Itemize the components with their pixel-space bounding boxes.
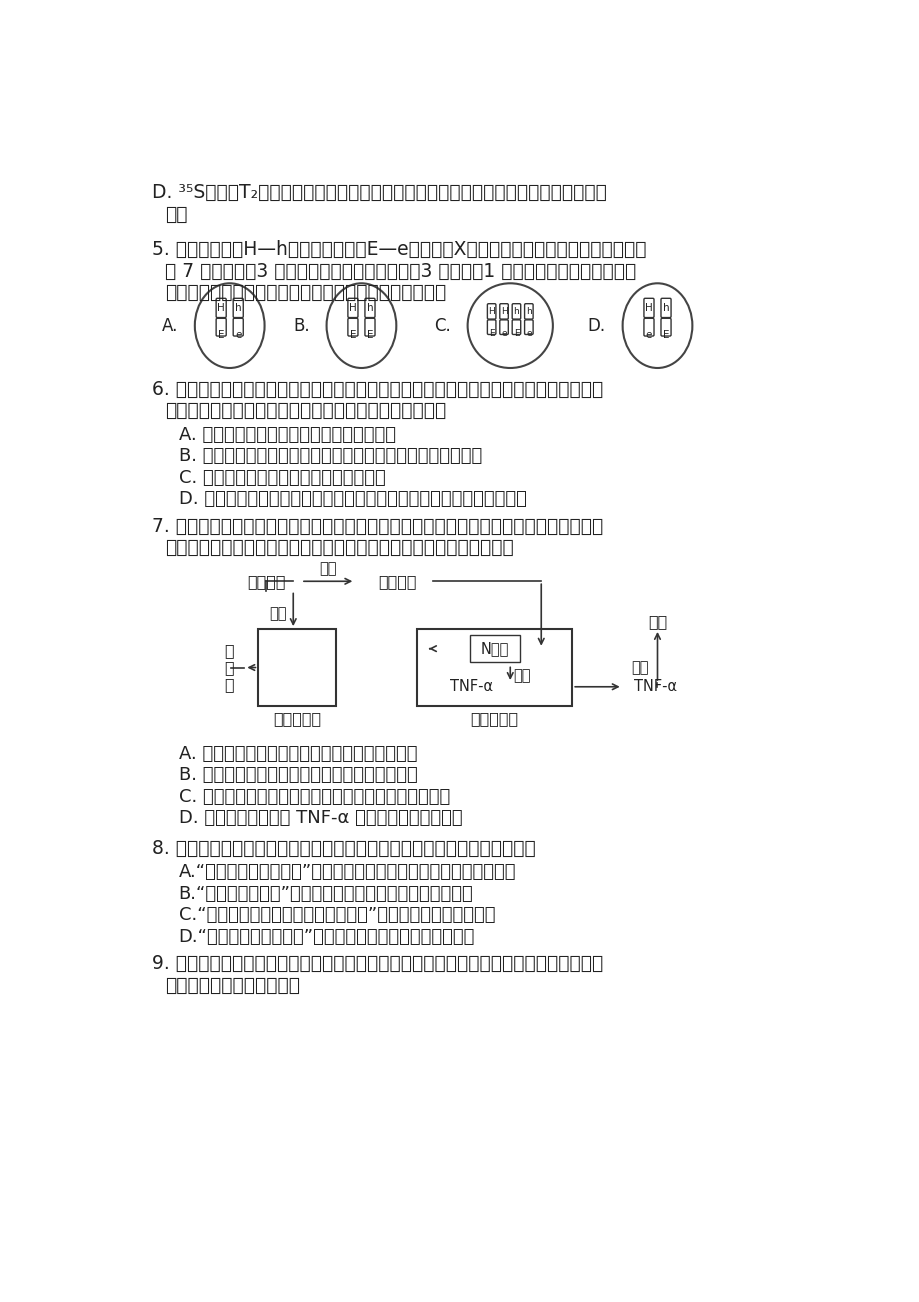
Text: H: H — [348, 303, 357, 312]
Text: B.“菜花黄，蜂闹房”体现消费者对农作物传粉具有重要作用: B.“菜花黄，蜂闹房”体现消费者对农作物传粉具有重要作用 — [178, 884, 472, 902]
Text: h: h — [526, 307, 531, 316]
Text: H: H — [500, 307, 507, 316]
Text: h: h — [513, 307, 518, 316]
Text: 下列说法正确的是（　　）: 下列说法正确的是（ ） — [165, 975, 300, 995]
Text: 迷走神经: 迷走神经 — [246, 574, 285, 589]
Text: H: H — [217, 303, 225, 312]
Text: 症状，破坏内环境稳态。下列有关叙述正确的是（　　）: 症状，破坏内环境稳态。下列有关叙述正确的是（ ） — [165, 401, 446, 421]
Text: 图所代表的细胞中，最有可能来自孩子母亲的是（　　）: 图所代表的细胞中，最有可能来自孩子母亲的是（ ） — [165, 284, 446, 302]
Text: A.“树林阴糍，鸣声上下”描述了森林生态系统中动物的垂直分层结构: A.“树林阴糍，鸣声上下”描述了森林生态系统中动物的垂直分层结构 — [178, 863, 516, 881]
Text: e: e — [234, 329, 241, 340]
Text: 消
化
液: 消 化 液 — [224, 643, 233, 693]
Text: 7. 迷走神经是与脑干相连的脑神经，对胃肠踠动和消化腺的分泌活动起促进作用，还可通: 7. 迷走神经是与脑干相连的脑神经，对胃肠踠动和消化腺的分泌活动起促进作用，还可… — [152, 517, 603, 535]
Text: e: e — [526, 329, 531, 337]
Text: E: E — [662, 329, 668, 340]
Text: 肠巨噬细胞: 肠巨噬细胞 — [471, 711, 518, 725]
Text: D. ³⁵S标记的T₂噬菌体侵染细菌实验中，保温时间过长对放射性检测结果不会产生明显: D. ³⁵S标记的T₂噬菌体侵染细菌实验中，保温时间过长对放射性检测结果不会产生… — [152, 184, 607, 202]
Text: H: H — [644, 303, 652, 312]
Text: A. 霍乱弧菌可以刺激浆细胞合成并分泌抗体: A. 霍乱弧菌可以刺激浆细胞合成并分泌抗体 — [178, 426, 395, 444]
Text: B. 迷走神经中促进胃肠踠动的神经属于交感神经: B. 迷走神经中促进胃肠踠动的神经属于交感神经 — [178, 766, 417, 784]
Text: D. 可通过检测体液中 TNF-α 的浓度来评估炎症程度: D. 可通过检测体液中 TNF-α 的浓度来评估炎症程度 — [178, 810, 461, 827]
Text: 促进: 促进 — [631, 660, 649, 674]
Text: 6. 霍乱是一种由霍乱弧菌引起的烈性肠道传染病，患者常出现呢吐、腹泗、脉水、高烧等: 6. 霍乱是一种由霍乱弧菌引起的烈性肠道传染病，患者常出现呢吐、腹泗、脉水、高烧… — [152, 380, 603, 398]
Text: C.“无可奈何花落去，似曾相识燕归来”描述了群落的季节性变化: C.“无可奈何花落去，似曾相识燕归来”描述了群落的季节性变化 — [178, 906, 494, 924]
Text: B.: B. — [292, 316, 309, 335]
Text: D.: D. — [587, 316, 605, 335]
Text: C. 霍乱弧菌不会引起人体的非特异性免疫: C. 霍乱弧菌不会引起人体的非特异性免疫 — [178, 469, 385, 487]
Text: C.: C. — [434, 316, 450, 335]
Text: E: E — [367, 329, 373, 340]
Text: 5. 人类血友病（H—h）和红绿色盲（E—e）都是伴X染色体隐性遗传病，若一对夫妇生育: 5. 人类血友病（H—h）和红绿色盲（E—e）都是伴X染色体隐性遗传病，若一对夫… — [152, 240, 646, 259]
Text: 乙酰胆碱: 乙酰胆碱 — [379, 574, 416, 589]
Text: H: H — [488, 307, 494, 316]
Text: e: e — [501, 329, 506, 337]
Text: 影响: 影响 — [165, 204, 187, 224]
Text: E: E — [349, 329, 356, 340]
Text: 9. 如图为某河流生态系统受到生活污水（含大量有机物）轻度污染后的净化作用示意图。: 9. 如图为某河流生态系统受到生活污水（含大量有机物）轻度污染后的净化作用示意图… — [152, 954, 603, 973]
Text: TNF-α: TNF-α — [449, 680, 493, 694]
Text: h: h — [662, 303, 669, 312]
Text: 促进: 促进 — [268, 607, 286, 621]
Text: 胃腺、肠腺: 胃腺、肠腺 — [273, 711, 321, 725]
Text: E: E — [218, 329, 224, 340]
Text: B. 内环境稳态就是指其中的各种化学成分处于相对稳定的状态: B. 内环境稳态就是指其中的各种化学成分处于相对稳定的状态 — [178, 448, 482, 465]
Text: A.: A. — [161, 316, 177, 335]
Text: C. 乙酶胆碱与受体结合可能改变细胞膜对离子的通透性: C. 乙酶胆碱与受体结合可能改变细胞膜对离子的通透性 — [178, 788, 449, 806]
Text: 过一系列过程产生抗炎效应，如下图所示。下列说法错误的是（　　）: 过一系列过程产生抗炎效应，如下图所示。下列说法错误的是（ ） — [165, 538, 514, 557]
Text: 炎症: 炎症 — [647, 613, 666, 629]
Text: E: E — [513, 329, 518, 337]
Text: TNF-α: TNF-α — [633, 680, 676, 694]
Text: N受体: N受体 — [480, 641, 508, 656]
Text: 抑制: 抑制 — [513, 668, 530, 684]
Text: e: e — [645, 329, 652, 340]
Text: D.“螺蛀有子，蟞崴负之”体现了生物之间存在互利共生关系: D.“螺蛀有子，蟞崴负之”体现了生物之间存在互利共生关系 — [178, 928, 474, 945]
Text: h: h — [367, 303, 373, 312]
Text: 释放: 释放 — [319, 561, 336, 577]
Text: A. 脑干中有调节呼吸和心脏功能的基本活动中枢: A. 脑干中有调节呼吸和心脏功能的基本活动中枢 — [178, 745, 416, 763]
Text: 8. 下列各项是古诗文及其所描述的生物学知识，其中对应错误的是（　　）: 8. 下列各项是古诗文及其所描述的生物学知识，其中对应错误的是（ ） — [152, 838, 536, 858]
Text: h: h — [234, 303, 242, 312]
Text: D. 若患者出现呢吐、腹泗、脉水的症状，可静脉注射生理盐水缓解症状: D. 若患者出现呢吐、腹泗、脉水的症状，可静脉注射生理盐水缓解症状 — [178, 491, 526, 508]
Text: 的 7 个儿子中，3 个同时患血友病和红绿色盲，3 个正常，1 个只患红绿色盲。下列示意: 的 7 个儿子中，3 个同时患血友病和红绿色盲，3 个正常，1 个只患红绿色盲。… — [165, 262, 636, 281]
Text: E: E — [488, 329, 494, 337]
